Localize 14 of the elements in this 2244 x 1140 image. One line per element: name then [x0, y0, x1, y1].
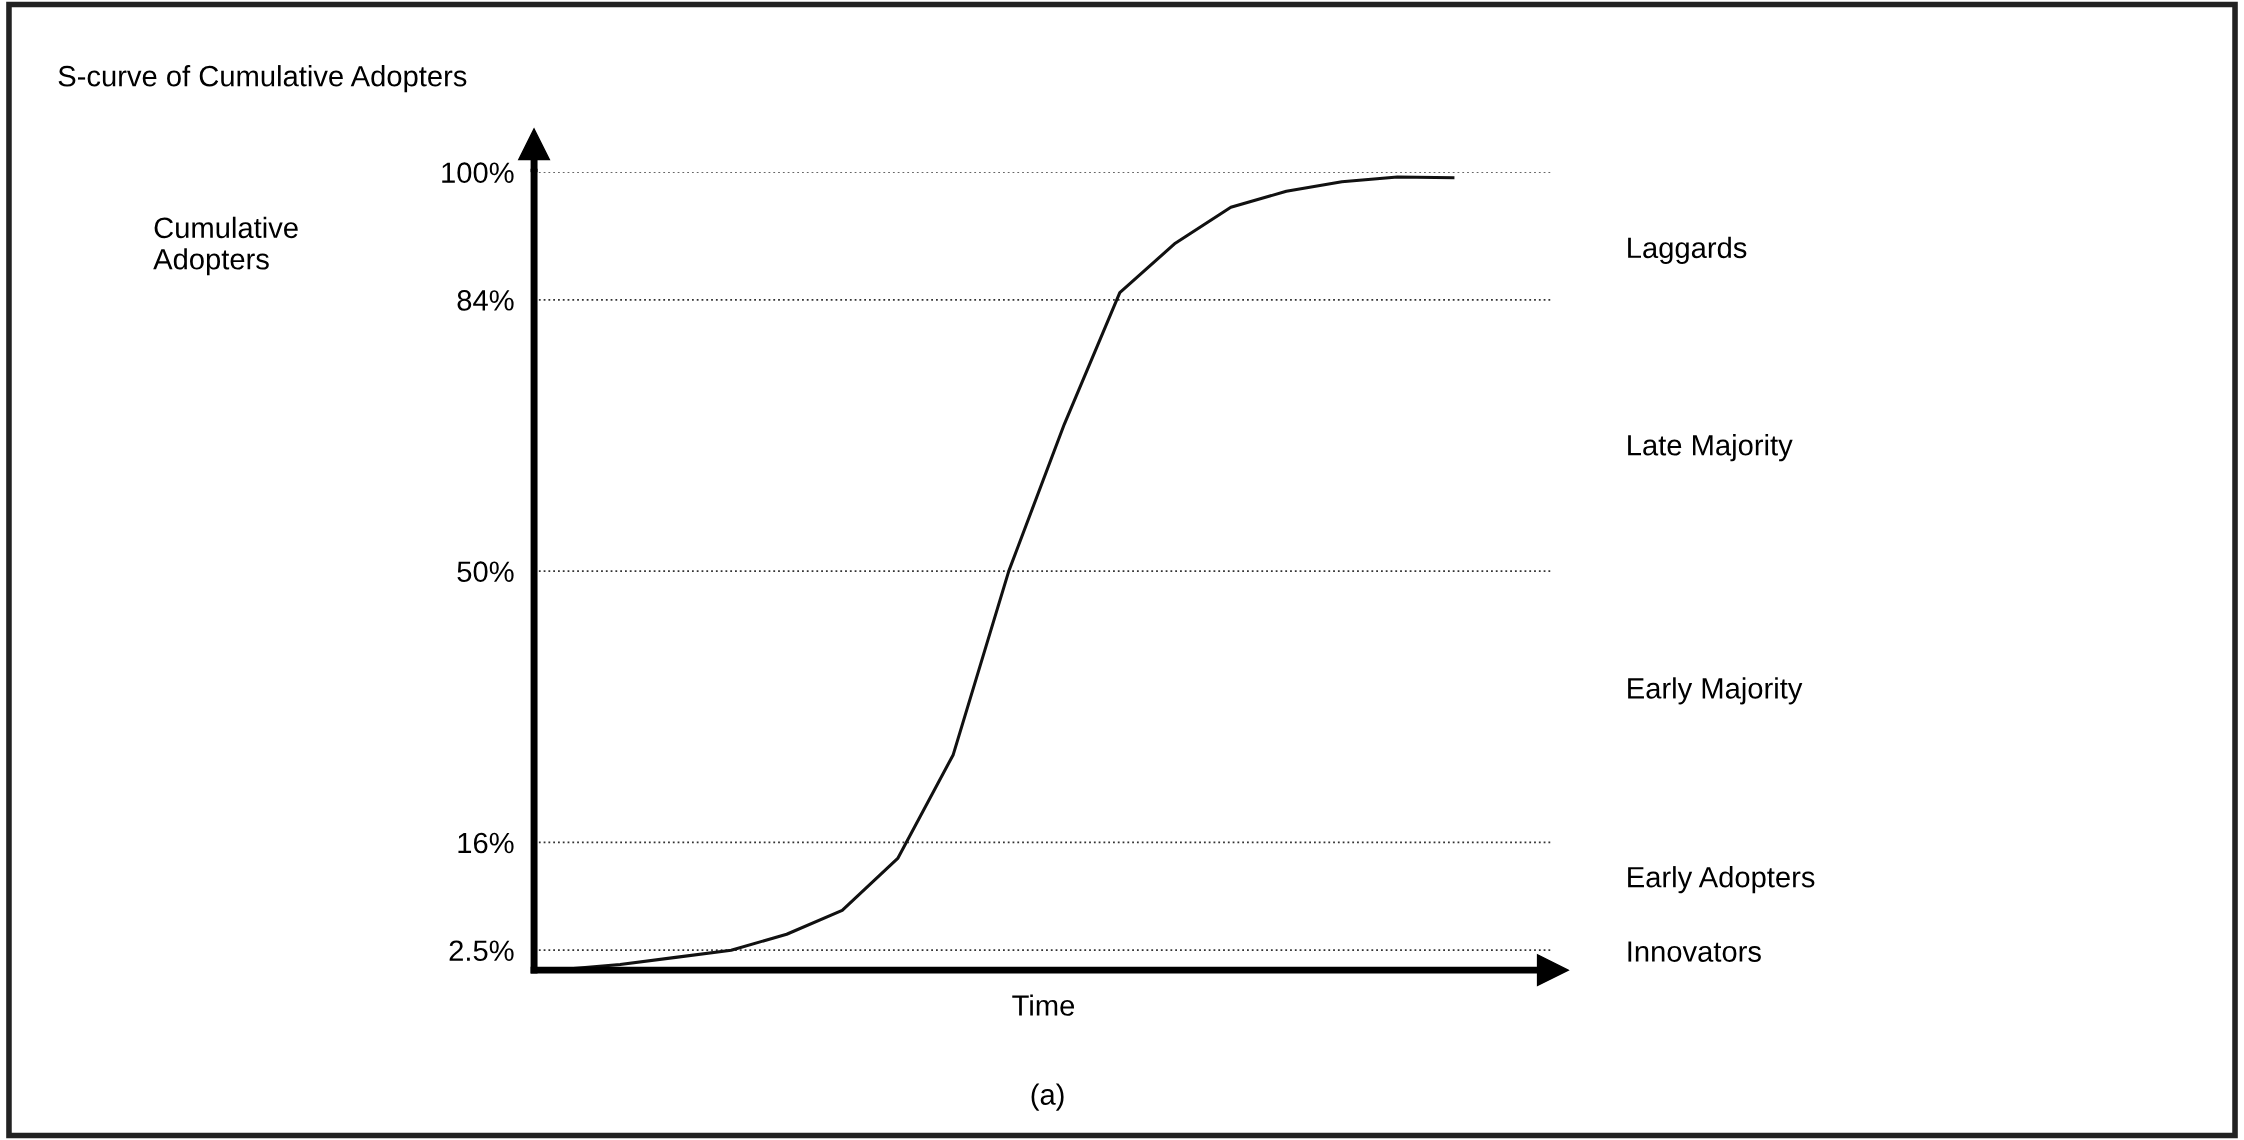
y-tick-label: 50%: [457, 561, 514, 582]
text: Early Majority: [1628, 677, 1803, 705]
text: (a): [1031, 1083, 1064, 1111]
x-axis-title: Time: [1012, 994, 1075, 1016]
text: Early Adopters: [1628, 866, 1815, 894]
y-tick-label: 84%: [457, 290, 514, 311]
text: S-curve of Cumulative Adopters: [58, 65, 467, 93]
y-tick-label: 2.5%: [449, 940, 514, 962]
text: Laggards: [1628, 236, 1747, 264]
y-tick-label: 100%: [442, 162, 514, 183]
y-tick-label: 16%: [458, 832, 514, 854]
text: Innovators: [1628, 941, 1761, 962]
text: Late Majority: [1628, 434, 1793, 462]
y-axis-title: Cumulative Adopters: [153, 216, 298, 276]
